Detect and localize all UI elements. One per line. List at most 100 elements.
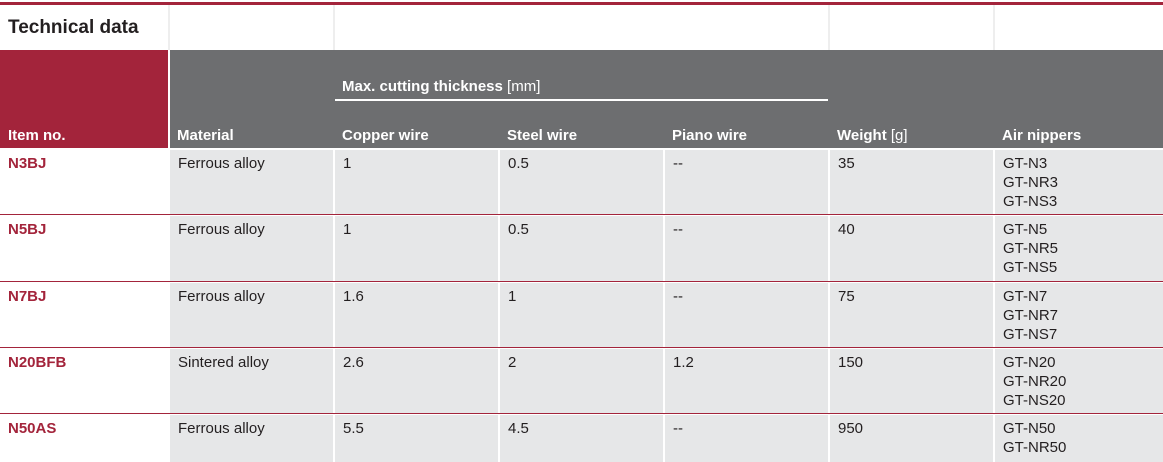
col-rule — [663, 415, 665, 462]
th-steel: Steel wire — [507, 127, 578, 144]
cell-steel: 2 — [508, 354, 517, 371]
row-rule — [0, 413, 1163, 414]
cell-piano: -- — [673, 420, 683, 437]
nipper-model: GT-NR20 — [1003, 373, 1067, 390]
cell-copper: 1 — [343, 155, 352, 172]
nipper-model: GT-N3 — [1003, 155, 1048, 172]
cell-item: N7BJ — [8, 288, 47, 305]
header-item-bg — [0, 50, 168, 148]
cell-weight: 35 — [838, 155, 855, 172]
nipper-model: GT-NR3 — [1003, 174, 1059, 191]
cell-item: N5BJ — [8, 221, 47, 238]
col-rule — [333, 283, 335, 347]
th-material: Material — [177, 127, 234, 144]
row-bg — [170, 216, 1163, 281]
row-rule — [0, 281, 1163, 282]
col-rule — [498, 349, 500, 413]
cell-piano: 1.2 — [673, 354, 694, 371]
col-rule — [993, 349, 995, 413]
th-weight: Weight [g] — [837, 127, 908, 144]
cell-steel: 0.5 — [508, 155, 529, 172]
cell-copper: 5.5 — [343, 420, 364, 437]
col-rule — [828, 150, 830, 214]
nipper-model: GT-NS3 — [1003, 193, 1058, 210]
col-rule — [168, 415, 170, 462]
th-nippers: Air nippers — [1002, 127, 1082, 144]
col-rule — [663, 216, 665, 281]
row-bg — [170, 349, 1163, 413]
cell-material: Ferrous alloy — [178, 155, 265, 172]
col-rule — [828, 349, 830, 413]
nipper-model: GT-N7 — [1003, 288, 1048, 305]
cell-nippers: GT-N5 GT-NR5 GT-NS5 — [995, 216, 1163, 281]
cell-weight: 950 — [838, 420, 864, 437]
cell-material: Ferrous alloy — [178, 420, 265, 437]
nipper-model: GT-N50 — [1003, 420, 1056, 437]
cell-piano: -- — [673, 155, 683, 172]
col-rule — [828, 283, 830, 347]
col-rule — [498, 150, 500, 214]
cell-weight: 40 — [838, 221, 855, 238]
row-bg — [170, 150, 1163, 214]
col-rule — [168, 150, 170, 214]
nipper-model: GT-N5 — [1003, 221, 1048, 238]
row-bg — [170, 415, 1163, 462]
cell-steel: 0.5 — [508, 221, 529, 238]
nipper-model: GT-NR5 — [1003, 240, 1059, 257]
col-rule — [993, 216, 995, 281]
cell-copper: 1.6 — [343, 288, 364, 305]
col-rule — [498, 415, 500, 462]
col-rule — [828, 5, 830, 50]
col-rule — [828, 216, 830, 281]
cell-nippers: GT-N7 GT-NR7 GT-NS7 — [995, 283, 1163, 348]
cell-piano: -- — [673, 288, 683, 305]
col-rule — [333, 415, 335, 462]
th-copper: Copper wire — [342, 127, 429, 144]
nipper-model: GT-NS7 — [1003, 326, 1058, 343]
col-rule — [993, 415, 995, 462]
col-rule — [663, 283, 665, 347]
col-rule — [828, 415, 830, 462]
col-rule — [498, 216, 500, 281]
col-rule — [993, 150, 995, 214]
cell-nippers: GT-N20 GT-NR20 GT-NS20 — [995, 349, 1163, 414]
col-rule — [663, 150, 665, 214]
cell-nippers: GT-N50 GT-NR50 — [995, 415, 1163, 461]
cell-nippers: GT-N3 GT-NR3 GT-NS3 — [995, 150, 1163, 215]
cell-item: N50AS — [8, 420, 57, 437]
cell-steel: 1 — [508, 288, 517, 305]
th-group: Max. cutting thickness [mm] — [342, 78, 540, 95]
col-rule — [333, 349, 335, 413]
col-rule — [498, 283, 500, 347]
col-rule — [168, 349, 170, 413]
nipper-model: GT-NS20 — [1003, 392, 1066, 409]
cell-material: Ferrous alloy — [178, 288, 265, 305]
row-bg — [170, 283, 1163, 347]
th-group-name: Max. cutting thickness — [342, 78, 503, 95]
cell-steel: 4.5 — [508, 420, 529, 437]
cell-material: Ferrous alloy — [178, 221, 265, 238]
nipper-model: GT-N20 — [1003, 354, 1056, 371]
row-rule — [0, 214, 1163, 215]
nipper-model: GT-NR50 — [1003, 439, 1067, 456]
th-group-unit: [mm] — [507, 78, 541, 95]
th-item: Item no. — [8, 127, 66, 144]
th-weight-name: Weight — [837, 127, 887, 144]
group-rule — [335, 99, 828, 101]
th-weight-unit: [g] — [890, 127, 908, 144]
cell-item: N20BFB — [8, 354, 67, 371]
col-rule — [663, 349, 665, 413]
title: Technical data — [8, 17, 139, 38]
col-rule — [333, 216, 335, 281]
col-rule — [168, 5, 170, 50]
cell-item: N3BJ — [8, 155, 47, 172]
col-rule — [993, 5, 995, 50]
th-piano: Piano wire — [672, 127, 748, 144]
cell-copper: 1 — [343, 221, 352, 238]
cell-weight: 75 — [838, 288, 855, 305]
nipper-model: GT-NS5 — [1003, 259, 1058, 276]
cell-piano: -- — [673, 221, 683, 238]
top-rule — [0, 2, 1163, 5]
nipper-model: GT-NR7 — [1003, 307, 1059, 324]
col-rule — [168, 216, 170, 281]
